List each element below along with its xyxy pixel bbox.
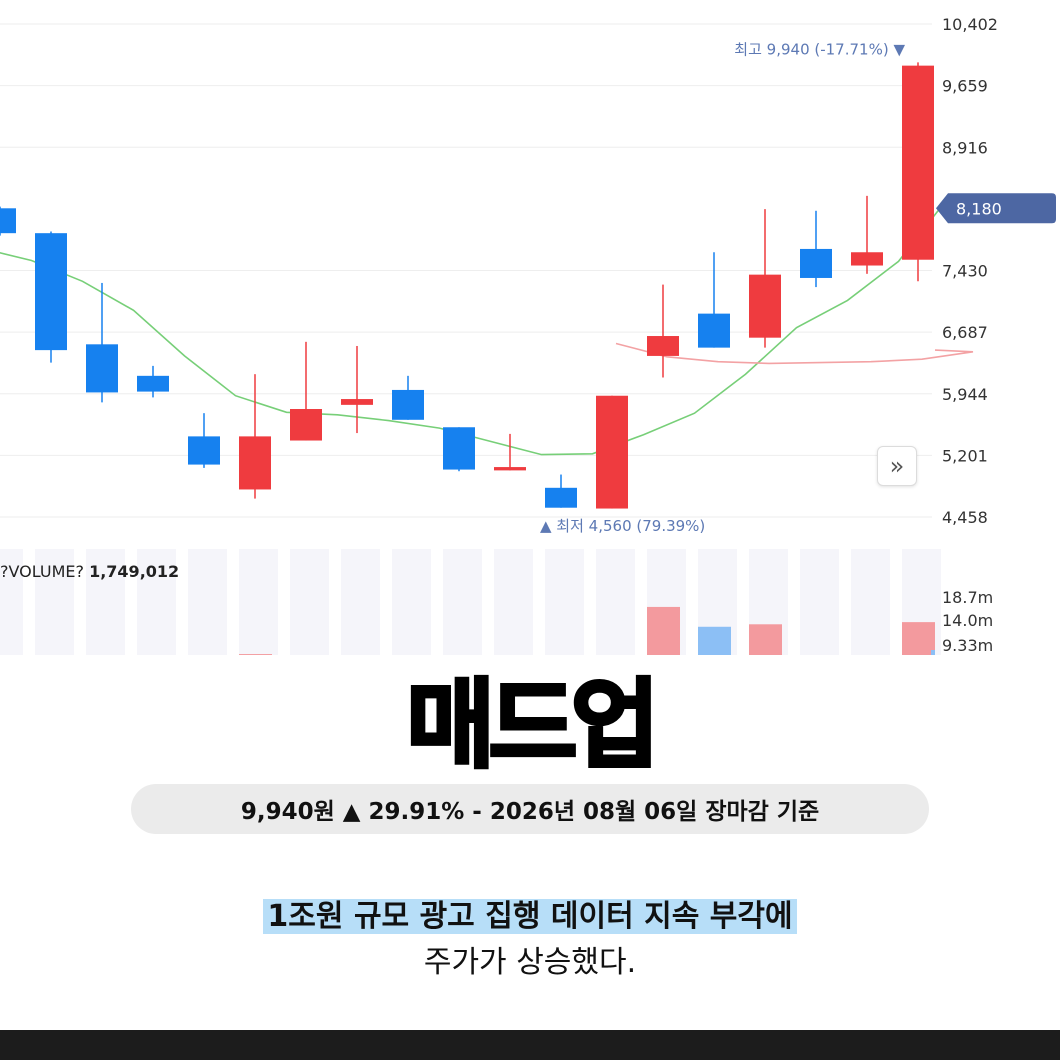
volume-bar [698,626,731,655]
candle-body [851,252,883,266]
volume-tick-label: 9.33m [942,636,993,655]
candle-body [137,375,169,392]
candle-body [392,389,424,420]
moving-average-line-red [615,342,974,365]
y-tick-label: 9,659 [942,77,988,96]
candlestick-chart-svg: 10,402 9,659 8,916 7,430 6,687 5,944 5,201 4,45… [0,15,1056,655]
moving-average-line-green [0,207,941,456]
candle-body [35,233,67,351]
volume-column-bg [290,549,329,655]
candle-body [0,208,16,234]
volume-column-bg [0,549,23,655]
candle-body [443,427,475,470]
volume-column-bg [86,549,125,655]
volume-column-bg [443,549,482,655]
bottom-bar [0,1030,1060,1060]
y-tick-label: 7,430 [942,262,988,281]
candle-body [596,395,628,509]
expand-chart-button[interactable]: » [877,446,917,486]
volume-column-bg [545,549,584,655]
high-price-annotation: 최고 9,940 (-17.71%) ▼ [734,40,905,58]
volume-tick-label: 18.7m [942,588,993,607]
chevron-double-right-icon: » [889,452,905,480]
volume-column-bg [392,549,431,655]
candle-body [341,399,373,405]
y-tick-label: 10,402 [942,15,998,34]
volume-bar [749,624,782,655]
volume-column-bg [137,549,176,655]
volume-column-bg [35,549,74,655]
volume-column-bg [188,549,227,655]
volume-label: ?VOLUME? 1,749,012 [0,562,179,581]
candle-body [239,436,271,490]
volume-tick-label: 14.0m [942,611,993,630]
volume-column-bg [341,549,380,655]
candle-body [188,436,220,465]
candle-body [647,336,679,356]
candle-body [545,487,577,508]
volume-bar [647,606,680,655]
headline-line-2: 주가가 상승했다. [423,945,637,980]
volume-bar [902,622,935,655]
volume-column-bg [851,549,890,655]
volume-column-bg [800,549,839,655]
candle-body [290,409,322,441]
volume-column-bg [239,549,278,655]
y-tick-label: 8,916 [942,138,988,157]
y-tick-label: 6,687 [942,323,988,342]
headline: 1조원 규모 광고 집행 데이터 지속 부각에 주가가 상승했다. [0,894,1060,986]
candle-body [800,248,832,278]
candle-body [494,467,526,471]
candle-body [86,344,118,393]
low-price-annotation: ▲ 최저 4,560 (79.39%) [540,517,705,535]
candle-body [902,65,934,260]
y-tick-label: 5,944 [942,385,988,404]
headline-line-1: 1조원 규모 광고 집행 데이터 지속 부각에 [263,899,797,934]
y-tick-label: 4,458 [942,508,988,527]
volume-column-bg [596,549,635,655]
candle-body [698,313,730,348]
price-summary-text: 9,940원 ▲ 29.91% - 2026년 08월 06일 장마감 기준 [240,799,820,825]
company-title: 매드업 [405,668,662,782]
current-price-label: 8,180 [956,199,1002,218]
volume-bar [931,650,935,655]
volume-column-bg [494,549,533,655]
price-summary-badge: 9,940원 ▲ 29.91% - 2026년 08월 06일 장마감 기준 [131,784,929,834]
candle-body [749,274,781,338]
stock-chart: 10,402 9,659 8,916 7,430 6,687 5,944 5,201 4,45… [0,15,1056,655]
current-price-tag [936,193,1056,224]
y-tick-label: 5,201 [942,446,988,465]
volume-bar [239,654,272,655]
